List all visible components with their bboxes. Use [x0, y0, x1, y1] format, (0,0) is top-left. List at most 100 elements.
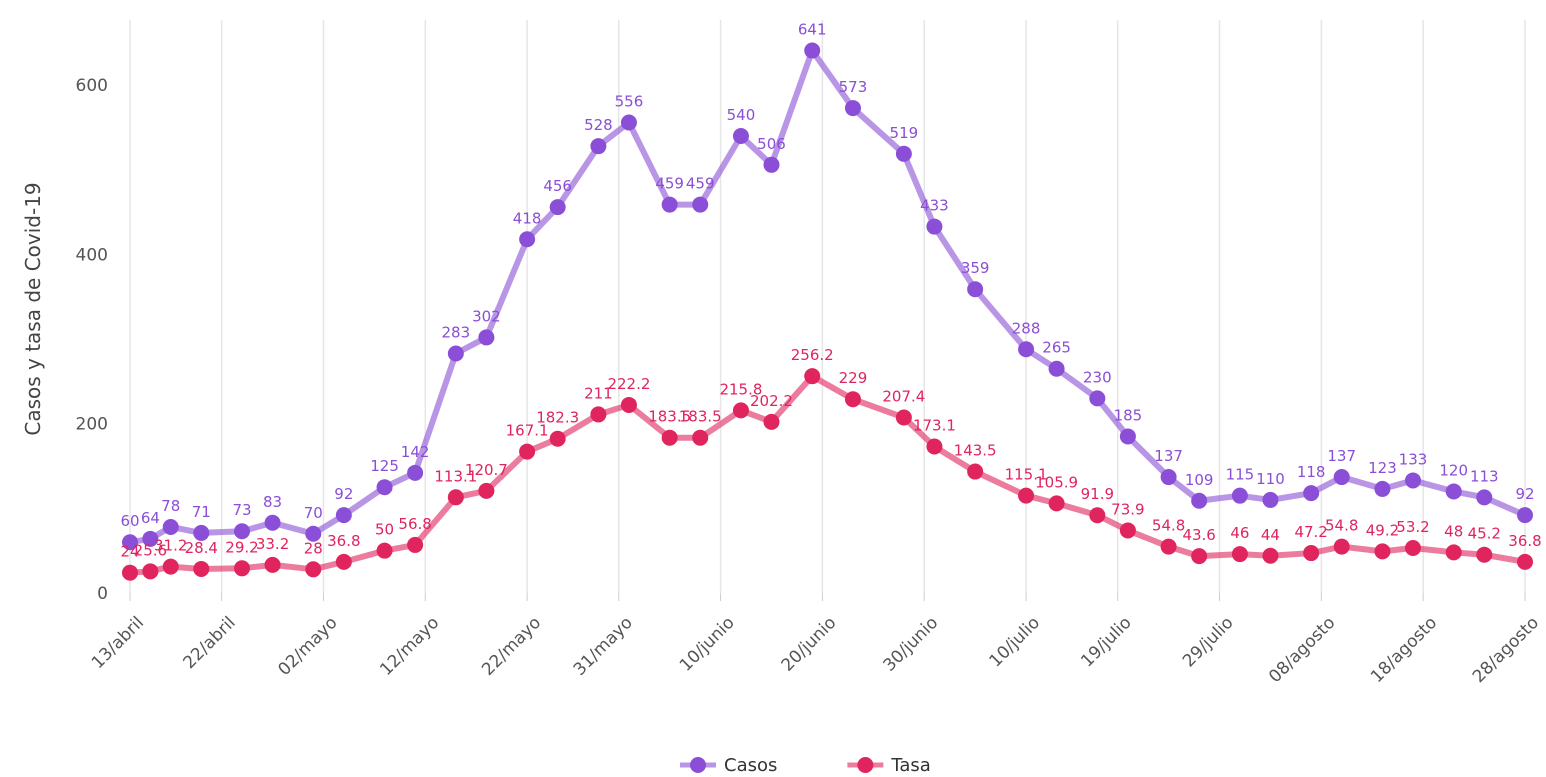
- data-point: [549, 199, 566, 216]
- data-label: 48: [1444, 522, 1463, 540]
- data-label: 28: [304, 539, 323, 557]
- data-label: 143.5: [954, 442, 997, 460]
- data-label: 54.8: [1152, 517, 1185, 535]
- data-point: [1445, 544, 1462, 561]
- data-label: 456: [543, 177, 572, 195]
- x-tick-label: 10/julio: [986, 613, 1044, 671]
- x-tick-label: 13/abril: [88, 613, 148, 673]
- data-point: [1018, 487, 1035, 504]
- data-label: 113.1: [434, 467, 477, 485]
- x-tick-label: 19/julio: [1077, 613, 1135, 671]
- lines: [129, 47, 1527, 576]
- series-line: [129, 47, 1527, 546]
- points: [122, 42, 1533, 581]
- data-point: [1262, 547, 1279, 564]
- data-point: [1089, 390, 1106, 407]
- data-label: 265: [1042, 339, 1071, 357]
- x-tick-label: 22/mayo: [478, 613, 545, 680]
- data-point: [1262, 491, 1279, 508]
- data-label: 573: [839, 78, 868, 96]
- y-tick-label: 200: [76, 415, 108, 435]
- legend-label: Tasa: [890, 755, 930, 776]
- data-label: 120: [1439, 461, 1468, 479]
- data-label: 28.4: [185, 539, 218, 557]
- data-point: [335, 553, 352, 570]
- data-point: [407, 464, 424, 481]
- data-label: 43.6: [1182, 526, 1215, 544]
- data-label: 70: [304, 504, 323, 522]
- x-tick-label: 30/junio: [879, 613, 942, 676]
- data-point: [447, 489, 464, 506]
- data-point: [1160, 538, 1177, 555]
- data-label: 78: [161, 497, 180, 515]
- legend-label: Casos: [724, 755, 777, 776]
- data-label: 540: [727, 106, 756, 124]
- data-point: [804, 42, 821, 59]
- data-label: 92: [334, 485, 353, 503]
- data-label: 183.5: [648, 408, 691, 426]
- data-point: [162, 558, 179, 575]
- data-label: 142: [401, 443, 430, 461]
- x-tick-label: 10/junio: [676, 613, 739, 676]
- data-label: 36.8: [327, 532, 360, 550]
- data-label: 133: [1399, 450, 1428, 468]
- data-point: [763, 413, 780, 430]
- data-point: [519, 443, 536, 460]
- data-point: [478, 482, 495, 499]
- data-point: [1231, 487, 1248, 504]
- data-point: [122, 534, 138, 551]
- x-tick-label: 22/abril: [180, 613, 240, 673]
- data-label: 110: [1256, 470, 1285, 488]
- data-point: [478, 329, 495, 346]
- data-label: 46: [1230, 524, 1249, 542]
- data-label: 115: [1226, 466, 1255, 484]
- data-point: [1048, 495, 1065, 512]
- data-label: 91.9: [1081, 485, 1114, 503]
- data-label: 182.3: [536, 409, 579, 427]
- data-point: [967, 463, 984, 480]
- data-label: 118: [1297, 463, 1326, 481]
- data-label: 283: [442, 324, 471, 342]
- data-point: [1445, 483, 1462, 500]
- data-point: [162, 518, 179, 535]
- data-label: 185: [1114, 406, 1143, 424]
- data-label: 528: [584, 116, 613, 134]
- data-label: 519: [890, 124, 919, 142]
- data-point: [1374, 543, 1391, 560]
- data-label: 60: [120, 512, 139, 530]
- data-point: [926, 438, 943, 455]
- data-point: [407, 536, 424, 553]
- x-tick-label: 02/mayo: [274, 613, 341, 680]
- y-tick-label: 400: [76, 245, 108, 265]
- data-point: [804, 368, 821, 385]
- data-point: [234, 560, 251, 577]
- data-point: [1333, 538, 1350, 555]
- data-label: 115.1: [1005, 466, 1048, 484]
- data-label: 207.4: [882, 387, 925, 405]
- data-label: 92: [1515, 485, 1534, 503]
- data-label: 56.8: [398, 515, 431, 533]
- data-point: [1160, 469, 1177, 486]
- data-point: [122, 564, 138, 581]
- grid: [129, 20, 1526, 601]
- data-label: 418: [513, 209, 542, 227]
- data-point: [1517, 553, 1533, 570]
- data-label: 36.8: [1508, 532, 1541, 550]
- data-point: [620, 396, 637, 413]
- data-label: 47.2: [1294, 523, 1327, 541]
- x-tick-label: 20/junio: [778, 613, 841, 676]
- data-label: 44: [1261, 526, 1280, 544]
- data-point: [193, 524, 210, 541]
- data-point: [1119, 428, 1136, 445]
- data-point: [1476, 489, 1493, 506]
- data-point: [895, 145, 912, 162]
- data-point: [661, 429, 678, 446]
- data-point: [895, 409, 912, 426]
- data-point: [447, 345, 464, 362]
- data-label: 459: [655, 175, 684, 193]
- data-point: [305, 561, 322, 578]
- data-point: [967, 281, 984, 298]
- data-label: 230: [1083, 368, 1112, 386]
